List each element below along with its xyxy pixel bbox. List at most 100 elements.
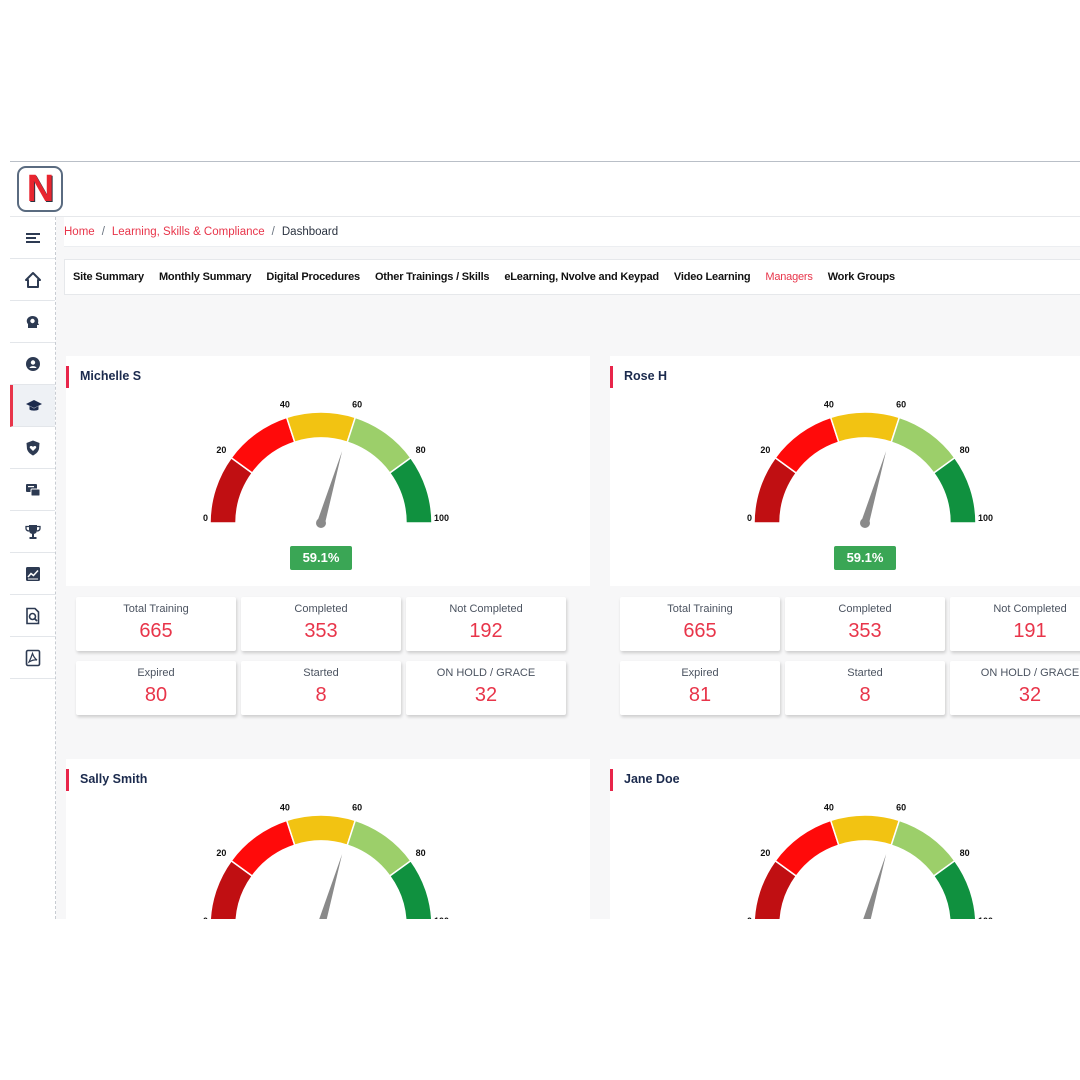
stat-card-not-completed[interactable]: Not Completed 192: [406, 597, 566, 651]
stat-card-expired[interactable]: Expired 81: [620, 661, 780, 715]
stat-value: 8: [859, 684, 871, 706]
sidebar-item-reports[interactable]: [10, 553, 55, 595]
tab-managers[interactable]: Managers: [765, 271, 813, 283]
sidebar-item-learning[interactable]: [10, 385, 55, 427]
stat-card-completed[interactable]: Completed 353: [785, 597, 945, 651]
brain-gear-icon: [26, 315, 39, 328]
gauge-tick-label: 20: [216, 445, 226, 455]
stat-card-on-hold-grace[interactable]: ON HOLD / GRACE 32: [950, 661, 1080, 715]
completion-gauge: 0 20 40 60 80 100: [747, 400, 993, 528]
gauge-tick-label: 100: [434, 916, 449, 919]
chart-icon: [25, 566, 40, 581]
stat-label: Completed: [838, 603, 892, 615]
tab-work-groups[interactable]: Work Groups: [827, 271, 895, 283]
sidebar-item-home[interactable]: [10, 259, 55, 301]
title-accent-bar: [66, 366, 69, 388]
tab-digital-procedures[interactable]: Digital Procedures: [266, 271, 360, 283]
stat-label: Completed: [294, 603, 348, 615]
gauge-tick-label: 60: [352, 400, 362, 410]
trophy-icon: [24, 524, 41, 539]
gauge-tick-label: 40: [824, 400, 834, 410]
breadcrumb-home-link[interactable]: Home: [64, 225, 95, 238]
gauge-band-20-40: [230, 819, 296, 878]
gauge-needle-hub: [860, 518, 870, 528]
gauge-tick-label: 20: [216, 848, 226, 858]
sidebar-menu-toggle[interactable]: [10, 217, 55, 259]
gauge-band-40-60: [829, 814, 901, 847]
gauge-band-80-100: [388, 859, 433, 919]
gauge-tick-label: 60: [896, 400, 906, 410]
stat-label: Not Completed: [449, 603, 523, 615]
stat-value: 32: [1018, 684, 1042, 706]
gauge-tick-label: 60: [352, 803, 362, 813]
sidebar-item-messages[interactable]: [10, 469, 55, 511]
stat-card-total-training[interactable]: Total Training 665: [76, 597, 236, 651]
gauge-needle: [317, 451, 343, 525]
sidebar-item-health[interactable]: [10, 427, 55, 469]
shield-heart-icon: [26, 440, 39, 455]
tab-site-summary[interactable]: Site Summary: [73, 271, 144, 283]
gauge-band-20-40: [774, 416, 840, 475]
stat-label: Total Training: [123, 603, 189, 615]
sidebar-item-users[interactable]: [10, 343, 55, 385]
stat-value: 665: [683, 620, 717, 642]
gauge-tick-label: 80: [960, 848, 970, 858]
gauge-needle: [861, 451, 887, 525]
stat-card-not-completed[interactable]: Not Completed 191: [950, 597, 1080, 651]
manager-name: Jane Doe: [624, 772, 680, 786]
breadcrumb-current: Dashboard: [281, 225, 339, 238]
gauge-band-80-100: [932, 456, 977, 524]
stat-card-on-hold-grace[interactable]: ON HOLD / GRACE 32: [406, 661, 566, 715]
gauge-needle: [863, 854, 887, 919]
top-bar: N: [10, 162, 1080, 217]
tab-video-learning[interactable]: Video Learning: [673, 271, 751, 283]
stat-value: 81: [688, 684, 712, 706]
sidebar-item-search-docs[interactable]: [10, 595, 55, 637]
gauge-tick-label: 100: [978, 916, 993, 919]
breadcrumb-section-link[interactable]: Learning, Skills & Compliance: [111, 225, 265, 238]
stat-label: Started: [303, 667, 339, 679]
gauge-tick-label: 20: [760, 445, 770, 455]
sidebar-item-awards[interactable]: [10, 511, 55, 553]
manager-name: Michelle S: [80, 369, 142, 383]
manager-card-rose-h: Rose H 0 20 40 60 80 100 59.1%: [610, 356, 1080, 586]
tab-other-trainings[interactable]: Other Trainings / Skills: [374, 271, 490, 283]
sidebar-item-skills[interactable]: [10, 301, 55, 343]
gauge-tick-label: 100: [434, 513, 449, 523]
stat-value: 8: [315, 684, 327, 706]
stat-value: 665: [139, 620, 173, 642]
home-icon: [24, 271, 41, 288]
pdf-icon: [25, 649, 40, 666]
stat-label: ON HOLD / GRACE: [980, 667, 1080, 679]
app-logo[interactable]: N: [17, 166, 63, 212]
title-accent-bar: [610, 769, 613, 791]
gauge-tick-label: 0: [747, 916, 752, 919]
stat-value: 353: [848, 620, 882, 642]
manager-name: Rose H: [624, 369, 668, 383]
gauge-needle: [319, 854, 343, 919]
stat-card-expired[interactable]: Expired 80: [76, 661, 236, 715]
stat-card-started[interactable]: Started 8: [785, 661, 945, 715]
title-accent-bar: [610, 366, 613, 388]
tab-elearning[interactable]: eLearning, Nvolve and Keypad: [504, 271, 659, 283]
gauge-tick-label: 40: [824, 803, 834, 813]
stat-card-started[interactable]: Started 8: [241, 661, 401, 715]
title-accent-bar: [66, 769, 69, 791]
gauge-tick-label: 60: [896, 803, 906, 813]
stat-label: Expired: [681, 667, 719, 679]
gauge-needle-hub: [316, 518, 326, 528]
gauge-band-40-60: [285, 814, 357, 847]
stat-card-completed[interactable]: Completed 353: [241, 597, 401, 651]
sidebar-item-pdf[interactable]: [10, 637, 55, 679]
stat-label: Started: [847, 667, 883, 679]
gauge-tick-label: 80: [416, 848, 426, 858]
gauge-tick-label: 0: [203, 513, 208, 523]
stat-value: 80: [144, 684, 168, 706]
user-gear-icon: [25, 356, 40, 371]
gauge-tick-label: 80: [960, 445, 970, 455]
breadcrumb-separator: /: [271, 225, 275, 238]
tab-monthly-summary[interactable]: Monthly Summary: [158, 271, 252, 283]
stat-card-total-training[interactable]: Total Training 665: [620, 597, 780, 651]
gauge-band-40-60: [829, 411, 901, 444]
gauge-tick-label: 20: [760, 848, 770, 858]
